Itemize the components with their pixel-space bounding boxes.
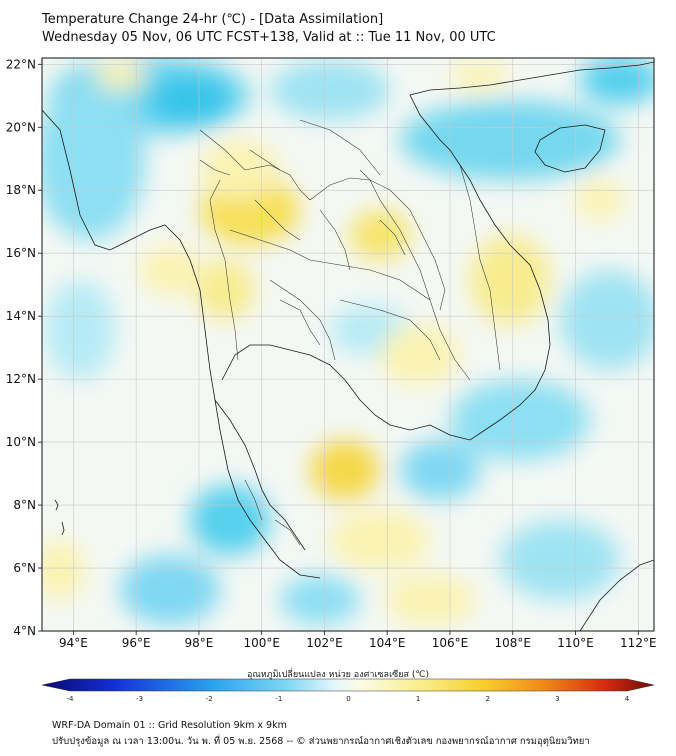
field-blobs xyxy=(42,58,654,625)
colorbar-bar xyxy=(41,678,655,692)
admin-borders xyxy=(199,119,501,546)
coastlines xyxy=(42,61,654,631)
colorbar-tick-label: 0 xyxy=(346,695,350,703)
lon-tick-label: 102°E xyxy=(306,636,343,650)
lat-tick-label: 14°N xyxy=(6,309,36,323)
colorbar-tick-label: 2 xyxy=(486,695,490,703)
colorbar-label: อุณหภูมิเปลี่ยนแปลง หน่วย องศาเซลเซียส (… xyxy=(246,670,430,680)
lon-tick-label: 104°E xyxy=(369,636,406,650)
longitude-labels: 94°E 96°E 98°E 100°E 102°E 104°E 106°E 108°E 110… xyxy=(59,631,657,650)
lon-tick-label: 106°E xyxy=(432,636,469,650)
colorbar-tick-label: -2 xyxy=(206,695,213,703)
lat-tick-label: 6°N xyxy=(13,561,36,575)
map-subtitle: Wednesday 05 Nov, 06 UTC FCST+138, Valid… xyxy=(42,30,496,45)
footer-credit: ปรับปรุงข้อมูล ณ เวลา 13:00น. วัน พ. ที่… xyxy=(52,736,590,747)
lat-tick-label: 10°N xyxy=(6,435,36,449)
lat-tick-label: 22°N xyxy=(6,57,36,71)
lon-tick-label: 112°E xyxy=(620,636,657,650)
lon-tick-label: 98°E xyxy=(184,636,213,650)
lat-tick-label: 20°N xyxy=(6,120,36,134)
lat-tick-label: 12°N xyxy=(6,372,36,386)
colorbar-tick-label: 4 xyxy=(625,695,630,703)
map-title: Temperature Change 24-hr (℃) - [Data Ass… xyxy=(42,12,384,27)
lon-tick-label: 108°E xyxy=(495,636,532,650)
colorbar-tick-label: -3 xyxy=(136,695,143,703)
lon-tick-label: 110°E xyxy=(557,636,594,650)
colorbar-tick-label: 1 xyxy=(416,695,420,703)
lon-tick-label: 100°E xyxy=(243,636,280,650)
colorbar-tick-label: -1 xyxy=(275,695,282,703)
temperature-field xyxy=(42,58,654,631)
colorbar-ticks: -4 -3 -2 -1 0 1 2 3 4 xyxy=(67,695,630,703)
lat-tick-label: 16°N xyxy=(6,246,36,260)
footer-model-info: WRF-DA Domain 01 :: Grid Resolution 9km … xyxy=(52,720,287,731)
lat-tick-label: 18°N xyxy=(6,183,36,197)
lat-tick-label: 8°N xyxy=(13,498,36,512)
lat-tick-label: 4°N xyxy=(13,624,36,638)
lon-tick-label: 96°E xyxy=(122,636,151,650)
map-frame xyxy=(41,57,655,632)
colorbar: -4 -3 -2 -1 0 1 2 3 4 xyxy=(41,678,655,703)
latitude-labels: 22°N 20°N 18°N 16°N 14°N 12°N 10°N 8°N 6°N 4°N xyxy=(6,57,42,638)
lon-tick-label: 94°E xyxy=(59,636,88,650)
colorbar-tick-label: 3 xyxy=(555,695,559,703)
colorbar-tick-label: -4 xyxy=(67,695,75,703)
